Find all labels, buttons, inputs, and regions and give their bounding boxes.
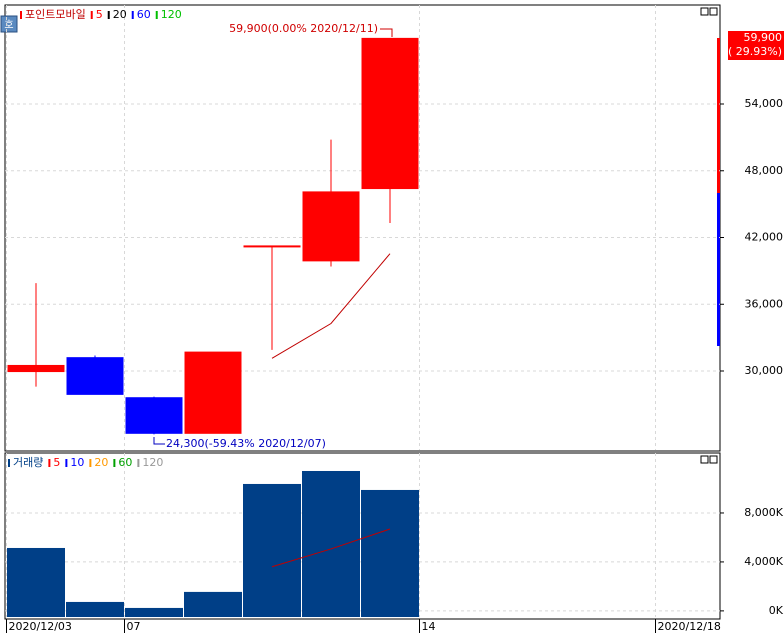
y-tick-label: 54,000	[745, 97, 784, 110]
maximize-button[interactable]	[709, 455, 718, 464]
last-change: ( 29.93%)	[728, 45, 782, 58]
minimize-button[interactable]	[700, 7, 709, 16]
legend-entry: 120	[142, 456, 163, 469]
side-bar-down	[717, 193, 720, 346]
y-tick-label: 36,000	[745, 297, 784, 310]
last-price-box	[728, 31, 784, 60]
volume-bar	[7, 547, 65, 617]
side-bar-up	[717, 38, 720, 193]
y-tick-label: 42,000	[745, 231, 784, 244]
x-tick-label: 2020/12/18	[658, 620, 721, 633]
legend-marker	[65, 459, 68, 467]
legend-entry: 5	[53, 456, 60, 469]
panel-icon[interactable]: 호	[4, 19, 13, 31]
candle-body	[7, 364, 65, 373]
candle-body	[66, 357, 124, 395]
candle-body	[361, 37, 419, 190]
legend-marker	[107, 11, 110, 19]
panel-icon-box[interactable]	[0, 15, 18, 33]
legend-title: 거래량	[13, 456, 43, 469]
legend-entry: 20	[113, 8, 127, 21]
candle-body	[302, 191, 360, 262]
legend-marker	[137, 459, 140, 467]
candle-body	[125, 397, 183, 434]
legend-marker	[155, 11, 158, 19]
x-tick-label: 07	[127, 620, 141, 633]
volume-bar	[66, 601, 124, 617]
y-tick-label: 4,000K	[744, 555, 783, 568]
legend-entry: 20	[94, 456, 108, 469]
volume-bar	[184, 591, 242, 617]
legend-entry: 60	[118, 456, 132, 469]
volume-bar	[361, 489, 419, 617]
minimize-button[interactable]	[700, 455, 709, 464]
x-tick-label: 2020/12/03	[9, 620, 72, 633]
maximize-button[interactable]	[709, 7, 718, 16]
volume-bar	[125, 607, 183, 617]
volume-bar	[302, 470, 360, 617]
legend-title: 포인트모바일	[25, 7, 86, 21]
low-annotation: 24,300(-59.43% 2020/12/07)	[166, 437, 326, 450]
volume-bar	[243, 483, 301, 617]
last-price: 59,900	[744, 31, 783, 44]
legend-marker	[89, 459, 92, 467]
legend-marker	[48, 459, 51, 467]
legend-marker	[113, 459, 116, 467]
legend-entry: 120	[161, 8, 182, 21]
y-tick-label: 48,000	[745, 164, 784, 177]
legend-marker	[20, 11, 22, 19]
ma-line	[271, 253, 391, 359]
legend-entry: 10	[70, 456, 84, 469]
x-tick-label: 14	[422, 620, 436, 633]
y-tick-label: 30,000	[745, 364, 784, 377]
annotation-arrow	[380, 28, 393, 37]
y-tick-label: 8,000K	[744, 506, 783, 519]
legend-entry: 5	[96, 8, 103, 21]
high-annotation: 59,900(0.00% 2020/12/11)	[229, 22, 378, 35]
panel-buttons[interactable]	[700, 7, 718, 464]
candle-body	[243, 245, 301, 248]
legend-marker	[90, 11, 93, 19]
volume-panel	[4, 452, 721, 620]
y-tick-label: 0K	[769, 604, 784, 617]
annotation-arrow	[153, 437, 165, 445]
legend-marker	[8, 459, 10, 467]
legend-entry: 60	[137, 8, 151, 21]
legend-marker	[131, 11, 134, 19]
candle-body	[184, 351, 242, 434]
ma-line	[271, 528, 391, 568]
